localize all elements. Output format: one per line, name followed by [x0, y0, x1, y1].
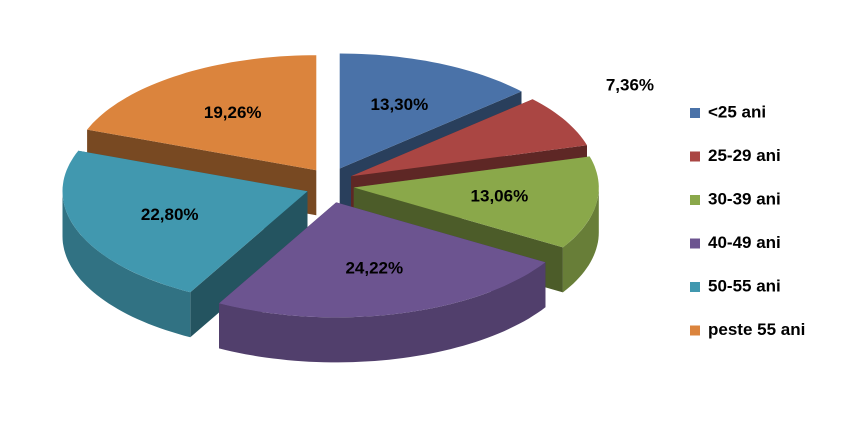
legend-label: 25-29 ani — [708, 146, 781, 165]
legend-label: peste 55 ani — [708, 320, 805, 339]
slice-wall — [62, 191, 191, 338]
legend-swatch — [690, 282, 700, 292]
data-label: 24,22% — [345, 259, 403, 278]
slice — [339, 53, 522, 169]
slice-wall — [219, 262, 546, 363]
legend-label: 40-49 ani — [708, 233, 781, 252]
slice-wall — [562, 187, 599, 293]
legend-swatch — [690, 195, 700, 205]
slice — [219, 202, 546, 318]
slice — [87, 55, 317, 171]
slice — [353, 156, 599, 248]
data-label: 7,36% — [606, 76, 654, 95]
legend-swatch — [690, 325, 700, 336]
legend-swatch — [690, 151, 700, 162]
legend-swatch — [690, 238, 700, 249]
data-label: 22,80% — [141, 205, 199, 224]
slice — [62, 150, 308, 293]
data-label: 19,26% — [204, 103, 262, 122]
slice — [351, 99, 587, 177]
data-label: 13,06% — [471, 186, 529, 205]
legend-label: <25 ani — [708, 102, 766, 121]
legend-swatch — [690, 108, 700, 118]
legend-label: 50-55 ani — [708, 276, 781, 295]
legend-label: 30-39 ani — [708, 189, 781, 208]
data-label: 13,30% — [371, 95, 429, 114]
